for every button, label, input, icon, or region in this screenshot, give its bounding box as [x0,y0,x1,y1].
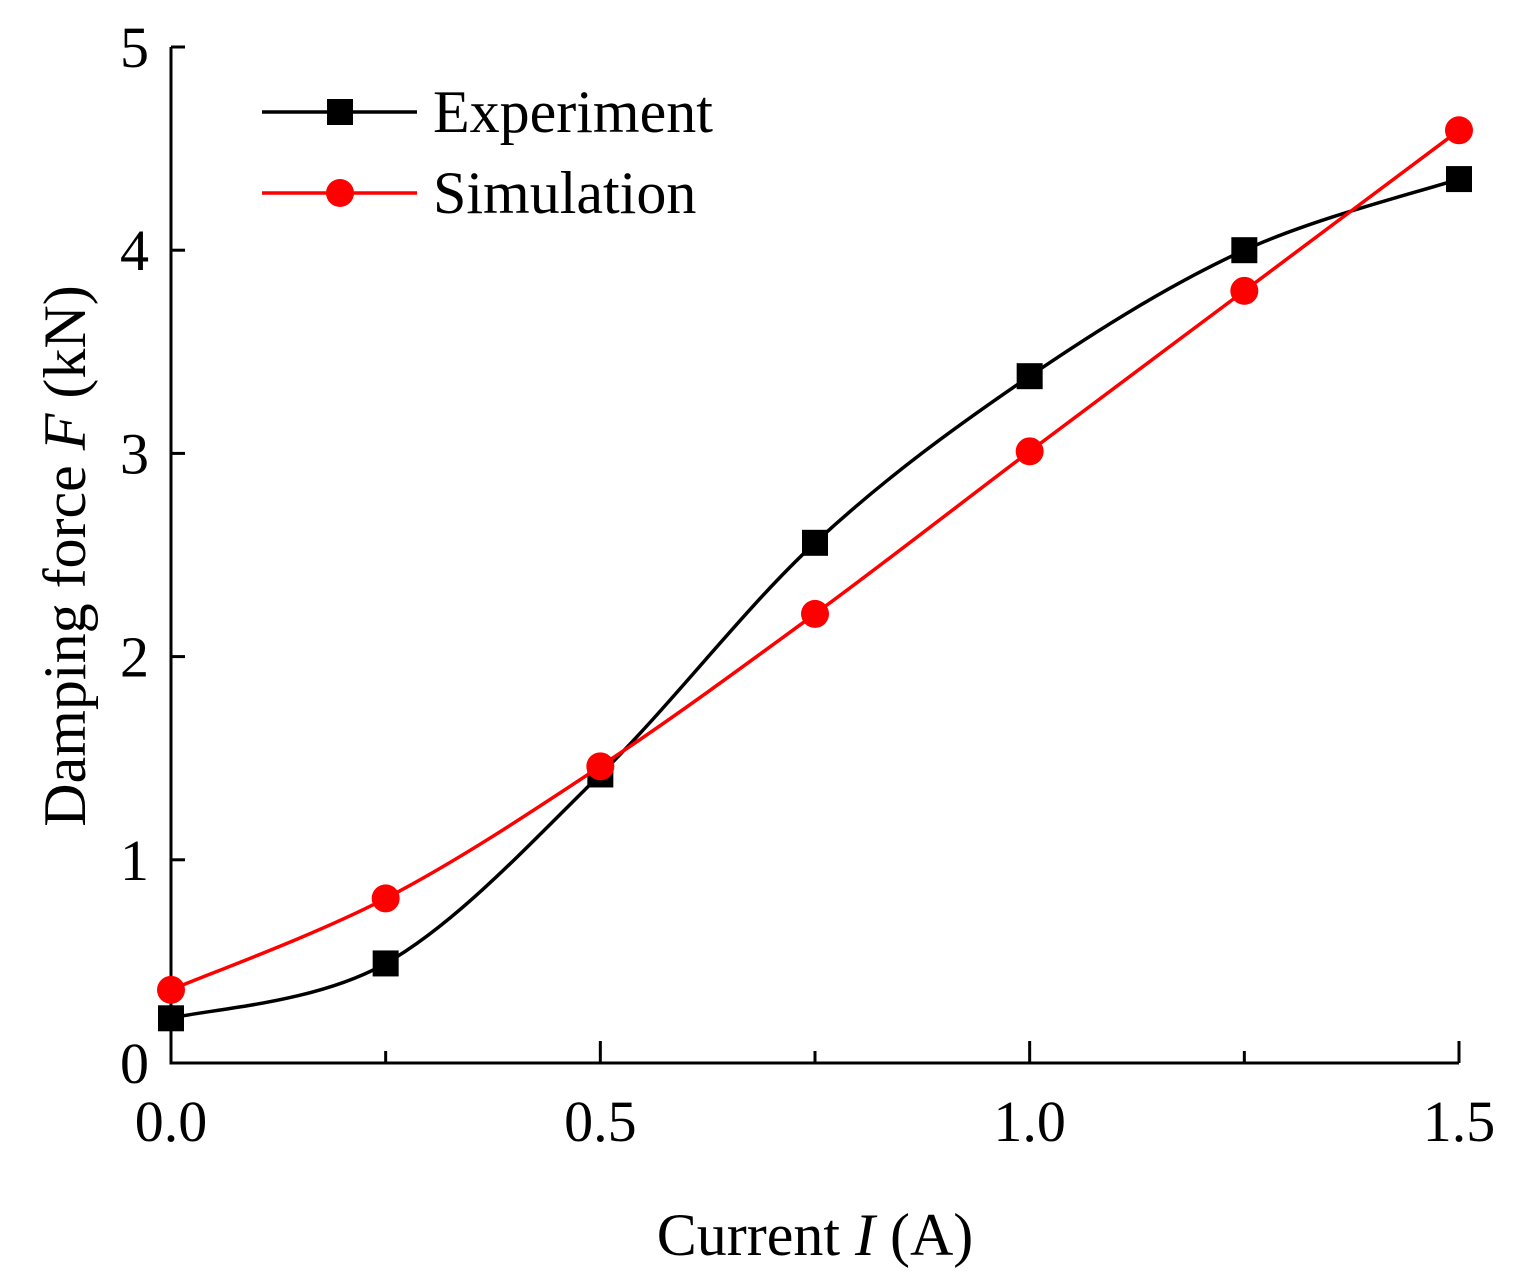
y-tick-label: 1 [120,828,149,893]
experiment-point [1446,166,1472,193]
legend-simulation-marker [326,179,354,207]
x-tick-label: 1.0 [993,1089,1066,1154]
y-axis-label: Damping force F (kN) [32,285,98,826]
x-axis-label: Current I (A) [657,1202,974,1268]
simulation-line [170,128,1461,992]
legend-experiment-marker [327,99,353,125]
y-tick-label: 4 [120,218,149,283]
x-tick-label: 0.0 [135,1089,208,1154]
experiment-point [1231,237,1258,264]
legend-experiment-label: Experiment [433,79,713,145]
legend: Experiment Simulation [262,79,713,226]
experiment-point [802,529,828,556]
series-simulation [157,116,1473,1004]
x-tick-label: 1.5 [1423,1089,1496,1154]
simulation-point [371,884,400,913]
simulation-point [586,752,615,781]
experiment-line [170,177,1460,1020]
simulation-point [1445,116,1473,145]
experiment-point [372,950,399,977]
y-tick-label: 0 [120,1031,149,1096]
experiment-point [1016,363,1043,390]
y-tick-label: 3 [120,421,149,486]
axes: 0 1 2 3 4 5 0.0 0.5 1.0 1.5 [120,15,1495,1154]
series-experiment [158,166,1472,1032]
x-tick-label: 0.5 [564,1089,637,1154]
simulation-point [1015,437,1044,466]
y-tick-label: 5 [120,15,149,80]
simulation-point [157,975,185,1004]
series-layer [157,116,1473,1032]
experiment-point [158,1005,184,1032]
simulation-point [801,599,829,628]
legend-simulation-label: Simulation [433,160,696,226]
y-tick-label: 2 [120,625,149,690]
simulation-point [1230,276,1259,305]
